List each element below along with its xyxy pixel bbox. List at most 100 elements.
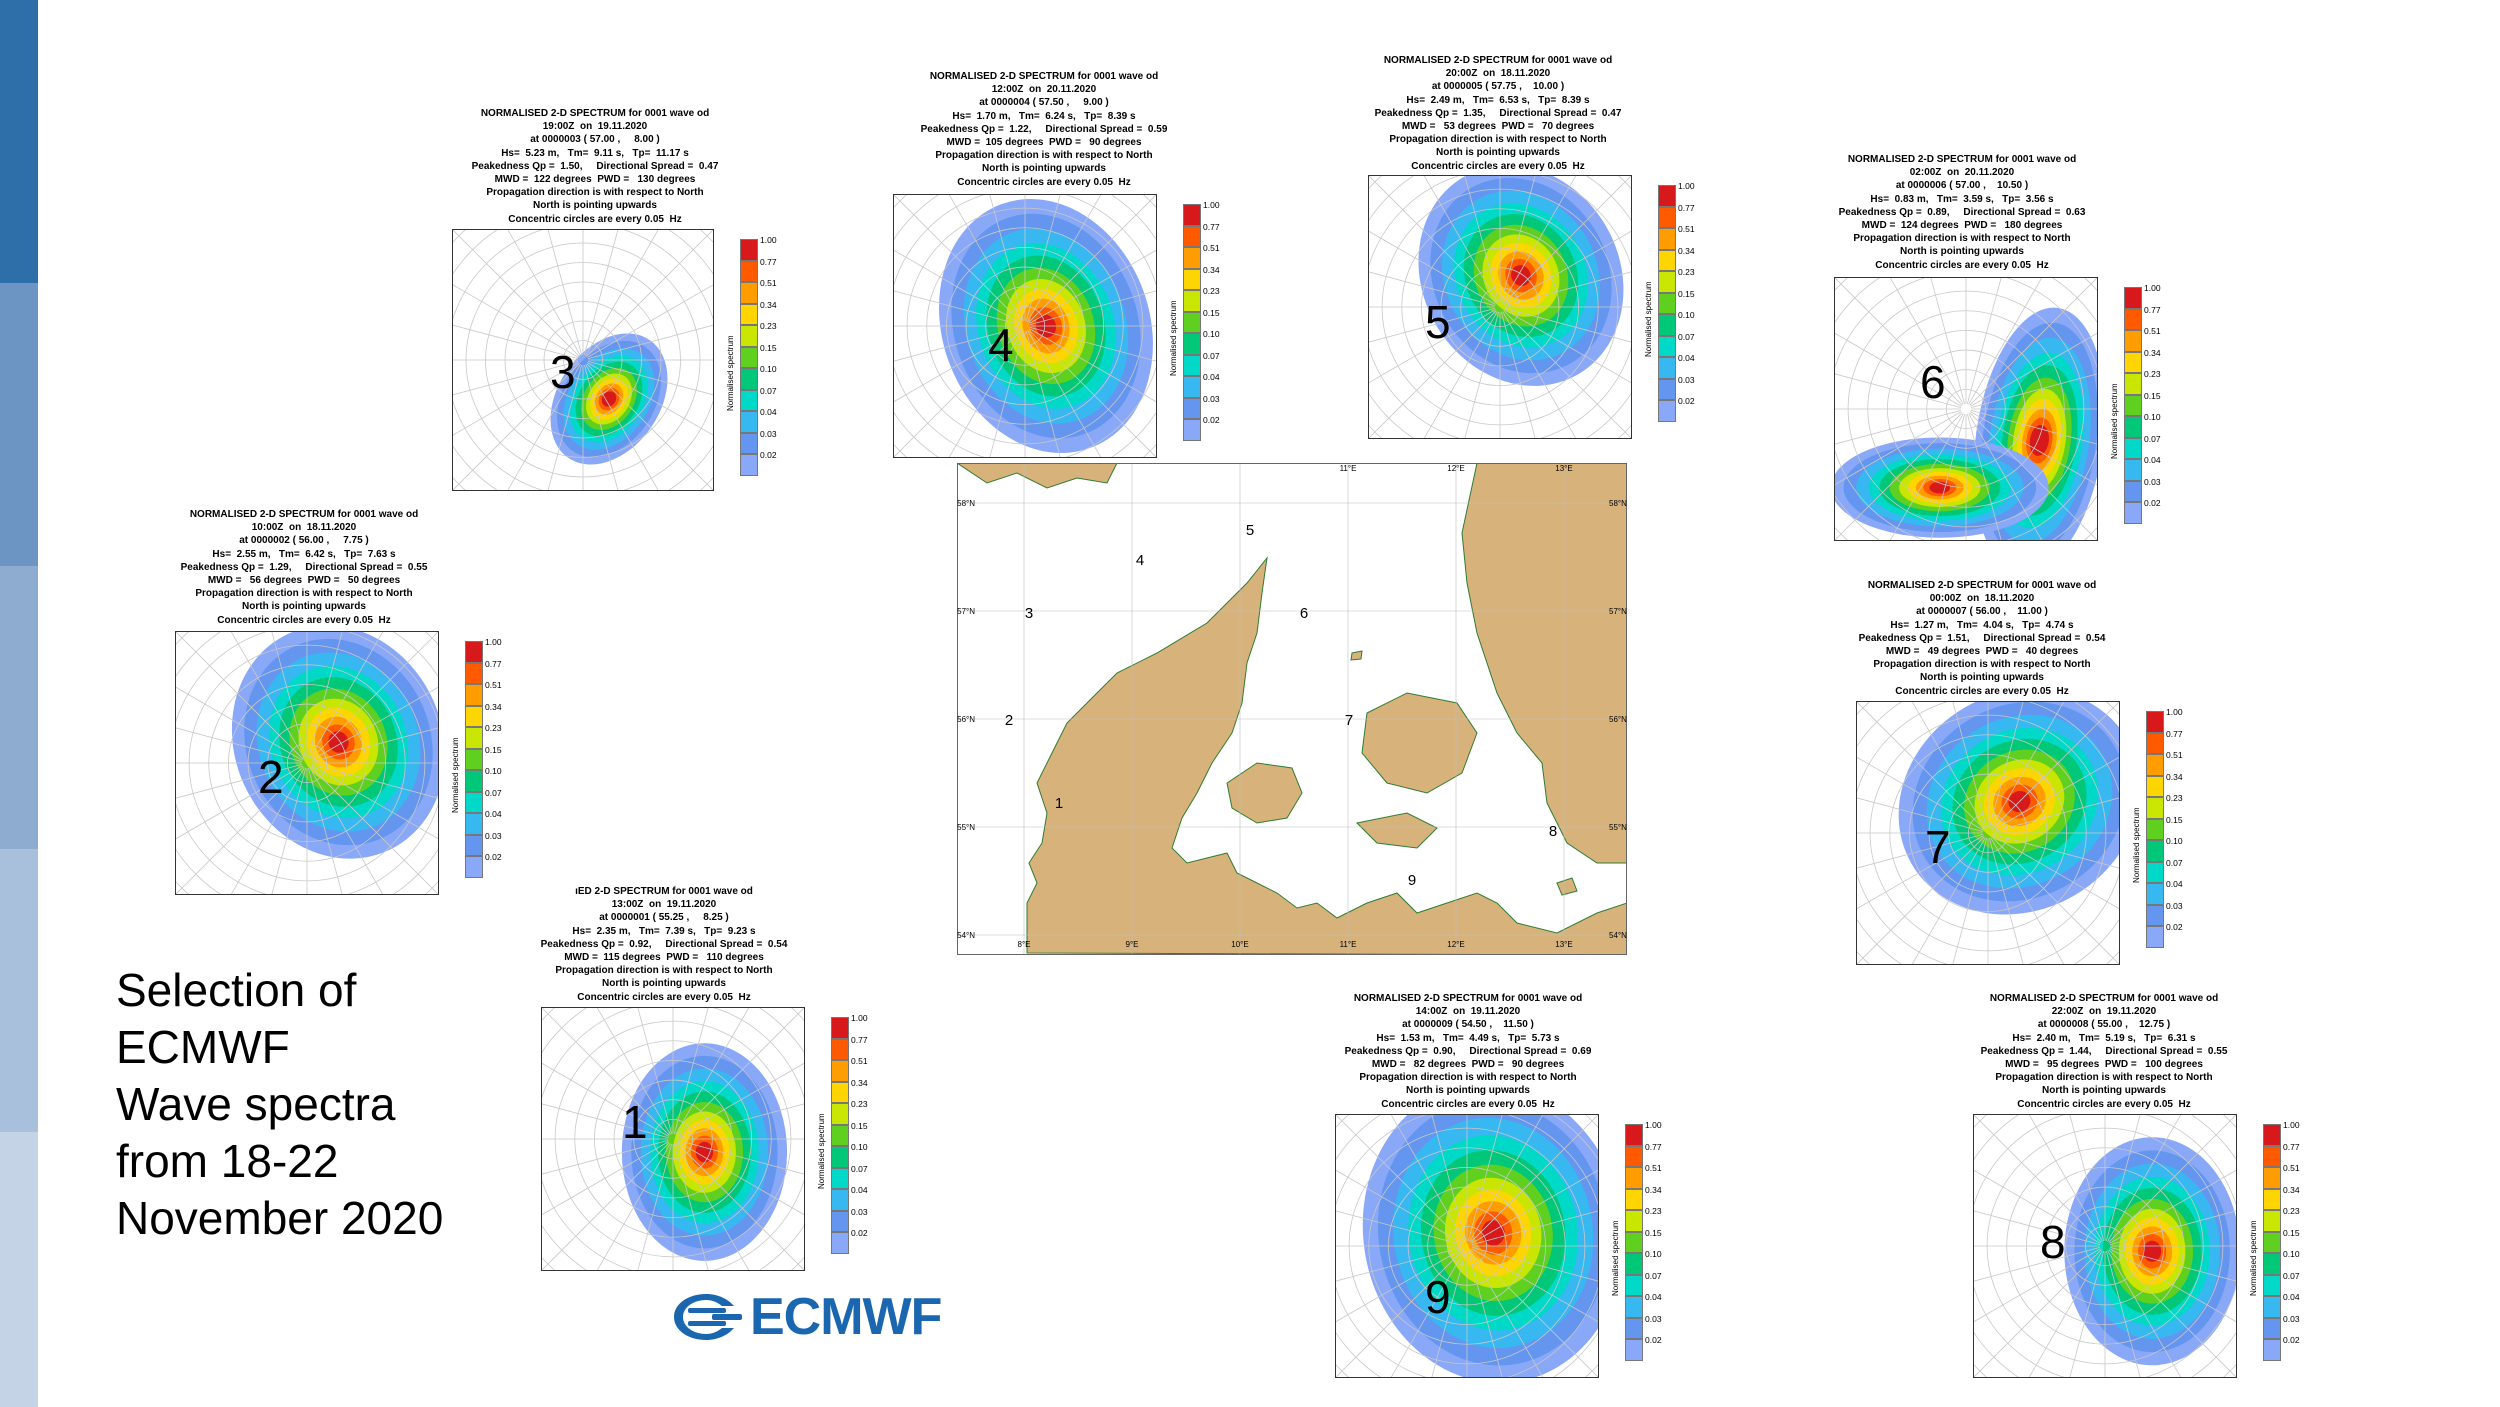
spectrum-header: NORMALISED 2-D SPECTRUM for 0001 wave od… [1832,579,2132,698]
colorbar-segment [2146,861,2164,883]
colorbar-label: 0.15 [1645,1227,1662,1238]
header-line: 12:00Z on 20.11.2020 [991,84,1097,96]
colorbar-label: 0.04 [2166,879,2183,889]
land-mass [1556,877,1578,896]
grid-spoke [1857,702,1985,830]
colorbar-label: 0.23 [851,1099,868,1109]
plot-number: 8 [2040,1216,2066,1268]
grid-spoke [176,765,303,840]
plot-number: 4 [988,319,1014,371]
title-line: ECMWF [116,1021,290,1073]
colorbar-label: 0.02 [851,1228,868,1238]
grid-spoke [2109,1246,2236,1282]
grid-spoke [1390,1250,1465,1377]
grid-spoke [311,763,438,799]
colorbar-segment [465,770,483,792]
grid-spoke [1992,797,2119,833]
plot-number: 7 [1925,821,1951,873]
grid-spoke [1974,1248,2101,1323]
colorbar-label: 0.34 [485,701,502,712]
grid-spoke [1502,311,1577,438]
grid-spoke [542,1008,670,1136]
colorbar-segment [2146,840,2164,862]
grid-spoke [677,1141,804,1216]
grid-spoke [676,1142,804,1270]
grid-spoke [542,1062,669,1137]
colorbar-segment [2146,797,2164,819]
grid-spoke [542,1142,670,1270]
header-line: at 0000009 ( 54.50 , 11.50 ) [1402,1019,1534,1031]
contour-band [695,1141,714,1163]
polar-spectrum-plot [893,194,1157,458]
grid-spoke [1974,1249,2102,1377]
polar-spectrum-plot [1834,277,2098,541]
title-line: Wave spectra [116,1078,396,1130]
grid-spoke [2028,1115,2103,1242]
header-line: North is pointing upwards [602,978,726,990]
grid-spoke [948,330,1023,457]
grid-spoke [1467,1115,1503,1242]
header-line: 14:00Z on 19.11.2020 [1415,1006,1521,1018]
polar-spectrum-plot [1368,175,1632,439]
grid-spoke [271,632,307,759]
colorbar-label: 0.02 [2144,498,2161,508]
colorbar-segment [2124,308,2142,330]
colorbar-segment [465,727,483,749]
colorbar-label: 0.51 [1678,224,1695,234]
map-point-label: 6 [1300,605,1308,622]
colorbar-segment [1658,335,1676,357]
colorbar-segment [465,834,483,856]
grid-spoke [176,727,303,763]
grid-spoke [311,727,438,763]
grid-spoke [989,330,1025,457]
header-line: Concentric circles are every 0.05 Hz [577,991,751,1003]
colorbar-segment [740,454,758,476]
grid-spoke [1970,332,2097,407]
grid-spoke [1504,309,1631,384]
colorbar-segment [465,641,483,663]
colorbar-label: 0.07 [851,1163,868,1174]
colorbar-label: 0.03 [851,1206,868,1217]
latitude-label: 55°N [957,823,975,832]
header-line: North is pointing upwards [2042,1085,2166,1097]
grid-spoke [542,1141,669,1216]
colorbar-segment [1183,290,1201,312]
grid-spoke [1857,833,1984,869]
grid-spoke [1369,309,1496,384]
colorbar-segment [1183,419,1201,441]
grid-spoke [1336,1248,1463,1323]
colorbar-segment [740,325,758,347]
colorbar-segment [831,1060,849,1082]
grid-spoke [1467,1250,1503,1377]
grid-spoke [2109,1248,2236,1323]
grid-spoke [1336,1115,1464,1243]
grid-spoke [1423,311,1498,438]
header-line: 10:00Z on 18.11.2020 [251,522,357,534]
header-line: MWD = 115 degrees PWD = 110 degrees [564,952,764,964]
colorbar-segment [465,813,483,835]
longitude-label: 10°E [1231,940,1248,949]
colorbar: 1.00 0.77 0.51 0.34 0.23 0.15 0.10 0.07 0.04 0.03… [1611,1121,1685,1361]
spectrum-header: NORMALISED 2-D SPECTRUM for 0001 wave od… [1812,153,2112,272]
header-line: MWD = 122 degrees PWD = 130 degrees [494,174,696,186]
grid-spoke [1857,797,1984,833]
header-line: MWD = 95 degrees PWD = 100 degrees [2005,1059,2203,1071]
grid-spoke [453,230,580,357]
colorbar-segment [831,1124,849,1146]
grid-spoke [1988,837,2024,964]
colorbar-label: 0.07 [1678,331,1695,342]
header-line: 00:00Z on 18.11.2020 [1929,593,2035,605]
header-line: Hs= 2.40 m, Tm= 5.19 s, Tp= 6.31 s [2012,1032,2196,1044]
spectrum-header: NORMALISED 2-D SPECTRUM for 0001 wave od… [1954,992,2254,1111]
grid-spoke [453,362,579,436]
grid-spoke [1500,176,1536,303]
colorbar-label: 0.77 [1645,1141,1662,1152]
colorbar-segment [2146,732,2164,754]
polar-grid [1974,1115,2236,1377]
colorbar-label: 0.15 [760,342,777,353]
grid-spoke [1469,1250,1544,1377]
grid-spoke [637,1008,673,1135]
polar-grid [1336,1115,1598,1377]
colorbar-label: 0.10 [1203,329,1220,339]
header-line: at 0000002 ( 56.00 , 7.75 ) [239,535,369,547]
